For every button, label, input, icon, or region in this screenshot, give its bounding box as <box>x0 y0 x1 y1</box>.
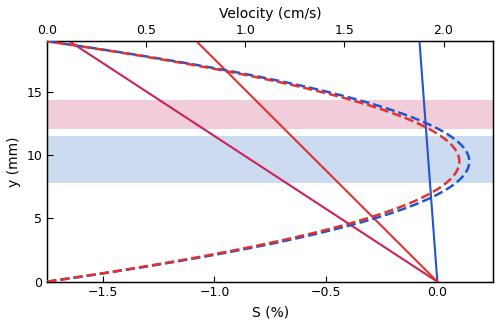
Bar <box>47 136 493 183</box>
X-axis label: S (%): S (%) <box>252 305 288 319</box>
Y-axis label: y (mm): y (mm) <box>7 136 21 187</box>
Bar <box>47 99 493 129</box>
X-axis label: Velocity (cm/s): Velocity (cm/s) <box>219 7 322 21</box>
